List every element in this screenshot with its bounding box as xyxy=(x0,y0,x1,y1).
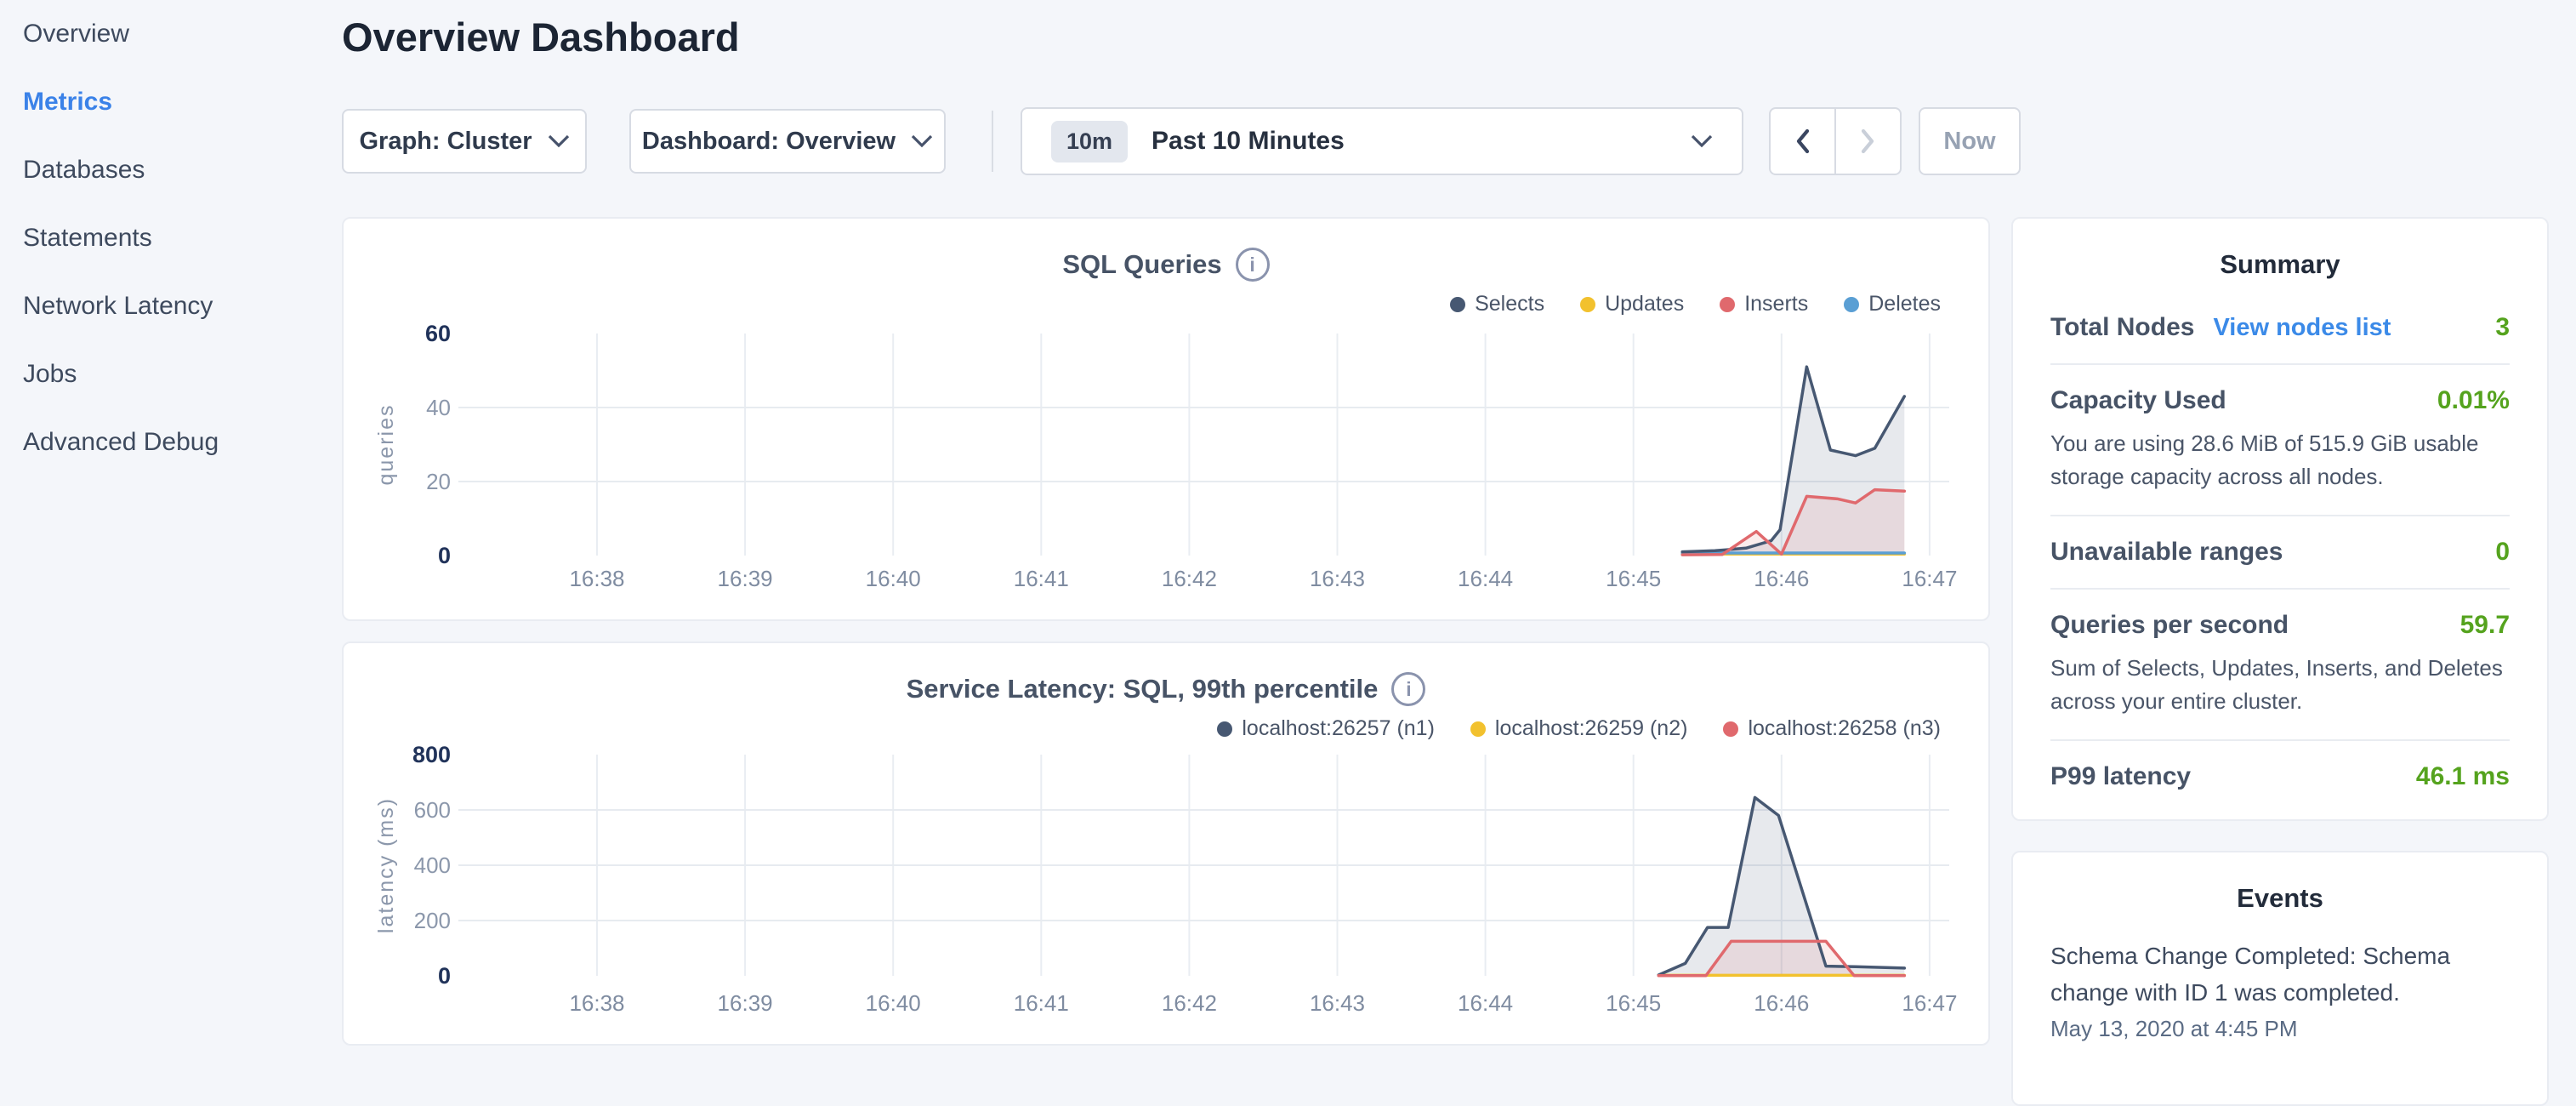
svg-text:16:39: 16:39 xyxy=(718,990,773,1016)
svg-text:16:41: 16:41 xyxy=(1014,566,1069,591)
summary-title: Summary xyxy=(2050,249,2510,280)
svg-text:800: 800 xyxy=(412,742,451,767)
event-message: Schema Change Completed: Schema change w… xyxy=(2050,938,2510,1011)
svg-text:16:41: 16:41 xyxy=(1014,990,1069,1016)
time-range-badge: 10m xyxy=(1051,121,1128,162)
summary-value: 0.01% xyxy=(2437,386,2510,415)
svg-text:16:39: 16:39 xyxy=(718,566,773,591)
graph-dropdown[interactable]: Graph: Cluster xyxy=(342,109,587,174)
summary-label: P99 latency xyxy=(2050,762,2191,791)
events-panel: Events Schema Change Completed: Schema c… xyxy=(2011,851,2549,1106)
chevron-right-icon xyxy=(1861,128,1875,154)
sidebar-item-advanced-debug[interactable]: Advanced Debug xyxy=(23,408,321,476)
sql-queries-plot[interactable]: 0 20 40 60 16:38 16:39 16:40 16:41 16:42 16:43 16:… xyxy=(344,219,1988,619)
svg-text:16:38: 16:38 xyxy=(569,566,624,591)
time-range-label: Past 10 Minutes xyxy=(1152,127,1345,156)
svg-text:16:42: 16:42 xyxy=(1162,566,1217,591)
summary-panel: Summary Total Nodes View nodes list 3 Capac… xyxy=(2011,217,2549,821)
svg-text:200: 200 xyxy=(414,908,451,933)
summary-description: You are using 28.6 MiB of 515.9 GiB usab… xyxy=(2050,427,2510,493)
summary-label: Capacity Used xyxy=(2050,386,2226,415)
svg-text:60: 60 xyxy=(425,321,451,346)
summary-label: Unavailable ranges xyxy=(2050,538,2283,567)
svg-text:latency (ms): latency (ms) xyxy=(374,797,398,933)
page-title: Overview Dashboard xyxy=(342,14,740,60)
svg-text:16:46: 16:46 xyxy=(1754,566,1809,591)
svg-text:16:38: 16:38 xyxy=(569,990,624,1016)
dashboard-dropdown[interactable]: Dashboard: Overview xyxy=(629,109,946,174)
summary-row-total-nodes: Total Nodes View nodes list 3 xyxy=(2050,292,2510,365)
sidebar-item-network-latency[interactable]: Network Latency xyxy=(23,272,321,340)
event-timestamp: May 13, 2020 at 4:45 PM xyxy=(2050,1016,2510,1042)
sql-queries-chart-card: SQL Queries i SelectsUpdatesInsertsDelet… xyxy=(342,217,1990,621)
summary-row-queries-per-second: Queries per second 59.7 Sum of Selects, Up… xyxy=(2050,590,2510,741)
sidebar-item-databases[interactable]: Databases xyxy=(23,136,321,204)
sidebar-nav: OverviewMetricsDatabasesStatementsNetwor… xyxy=(23,0,321,476)
time-range-selector[interactable]: 10m Past 10 Minutes xyxy=(1021,107,1743,175)
summary-value: 3 xyxy=(2495,313,2510,342)
events-title: Events xyxy=(2050,883,2510,914)
svg-text:16:46: 16:46 xyxy=(1754,990,1809,1016)
view-nodes-link[interactable]: View nodes list xyxy=(2213,314,2391,342)
events-list: Schema Change Completed: Schema change w… xyxy=(2050,938,2510,1042)
svg-text:0: 0 xyxy=(438,543,451,568)
summary-label: Total Nodes xyxy=(2050,313,2194,342)
summary-row-p99-latency: P99 latency 46.1 ms xyxy=(2050,741,2510,812)
svg-text:40: 40 xyxy=(426,395,451,420)
svg-text:16:44: 16:44 xyxy=(1458,990,1513,1016)
toolbar-divider xyxy=(992,111,993,172)
chevron-left-icon xyxy=(1795,128,1810,154)
summary-value: 46.1 ms xyxy=(2416,762,2510,791)
svg-text:16:43: 16:43 xyxy=(1310,990,1365,1016)
summary-row-unavailable-ranges: Unavailable ranges 0 xyxy=(2050,516,2510,590)
service-latency-chart-card: Service Latency: SQL, 99th percentile i … xyxy=(342,641,1990,1046)
svg-text:400: 400 xyxy=(414,852,451,878)
svg-text:16:45: 16:45 xyxy=(1606,990,1661,1016)
chevron-down-icon xyxy=(1691,134,1713,148)
dashboard-dropdown-label: Dashboard: Overview xyxy=(642,128,896,156)
svg-text:0: 0 xyxy=(438,963,451,989)
now-button[interactable]: Now xyxy=(1919,107,2021,175)
summary-row-capacity-used: Capacity Used 0.01% You are using 28.6 MiB… xyxy=(2050,365,2510,516)
svg-text:16:43: 16:43 xyxy=(1310,566,1365,591)
summary-value: 0 xyxy=(2495,538,2510,567)
chevron-down-icon xyxy=(911,134,933,148)
svg-text:600: 600 xyxy=(414,797,451,823)
svg-text:16:45: 16:45 xyxy=(1606,566,1661,591)
next-interval-button[interactable] xyxy=(1836,109,1900,174)
now-button-label: Now xyxy=(1943,128,1995,156)
svg-text:20: 20 xyxy=(426,469,451,494)
svg-text:16:47: 16:47 xyxy=(1902,566,1957,591)
sidebar-item-overview[interactable]: Overview xyxy=(23,0,321,68)
summary-description: Sum of Selects, Updates, Inserts, and De… xyxy=(2050,652,2510,718)
sidebar-item-metrics[interactable]: Metrics xyxy=(23,68,321,136)
chevron-down-icon xyxy=(548,134,570,148)
time-nav-arrows xyxy=(1769,107,1902,175)
svg-text:16:47: 16:47 xyxy=(1902,990,1957,1016)
event-item[interactable]: Schema Change Completed: Schema change w… xyxy=(2050,938,2510,1042)
svg-text:queries: queries xyxy=(374,404,398,486)
svg-text:16:40: 16:40 xyxy=(866,990,921,1016)
svg-text:16:42: 16:42 xyxy=(1162,990,1217,1016)
summary-label: Queries per second xyxy=(2050,611,2289,640)
summary-value: 59.7 xyxy=(2460,611,2510,640)
svg-text:16:44: 16:44 xyxy=(1458,566,1513,591)
sidebar-item-jobs[interactable]: Jobs xyxy=(23,340,321,408)
graph-dropdown-label: Graph: Cluster xyxy=(359,128,532,156)
svg-text:16:40: 16:40 xyxy=(866,566,921,591)
service-latency-plot[interactable]: 0 200 400 600 800 16:38 16:39 16:40 16:41 16:42 16… xyxy=(344,643,1988,1044)
prev-interval-button[interactable] xyxy=(1771,109,1836,174)
summary-rows: Total Nodes View nodes list 3 Capacity Used… xyxy=(2050,292,2510,812)
sidebar-item-statements[interactable]: Statements xyxy=(23,204,321,272)
